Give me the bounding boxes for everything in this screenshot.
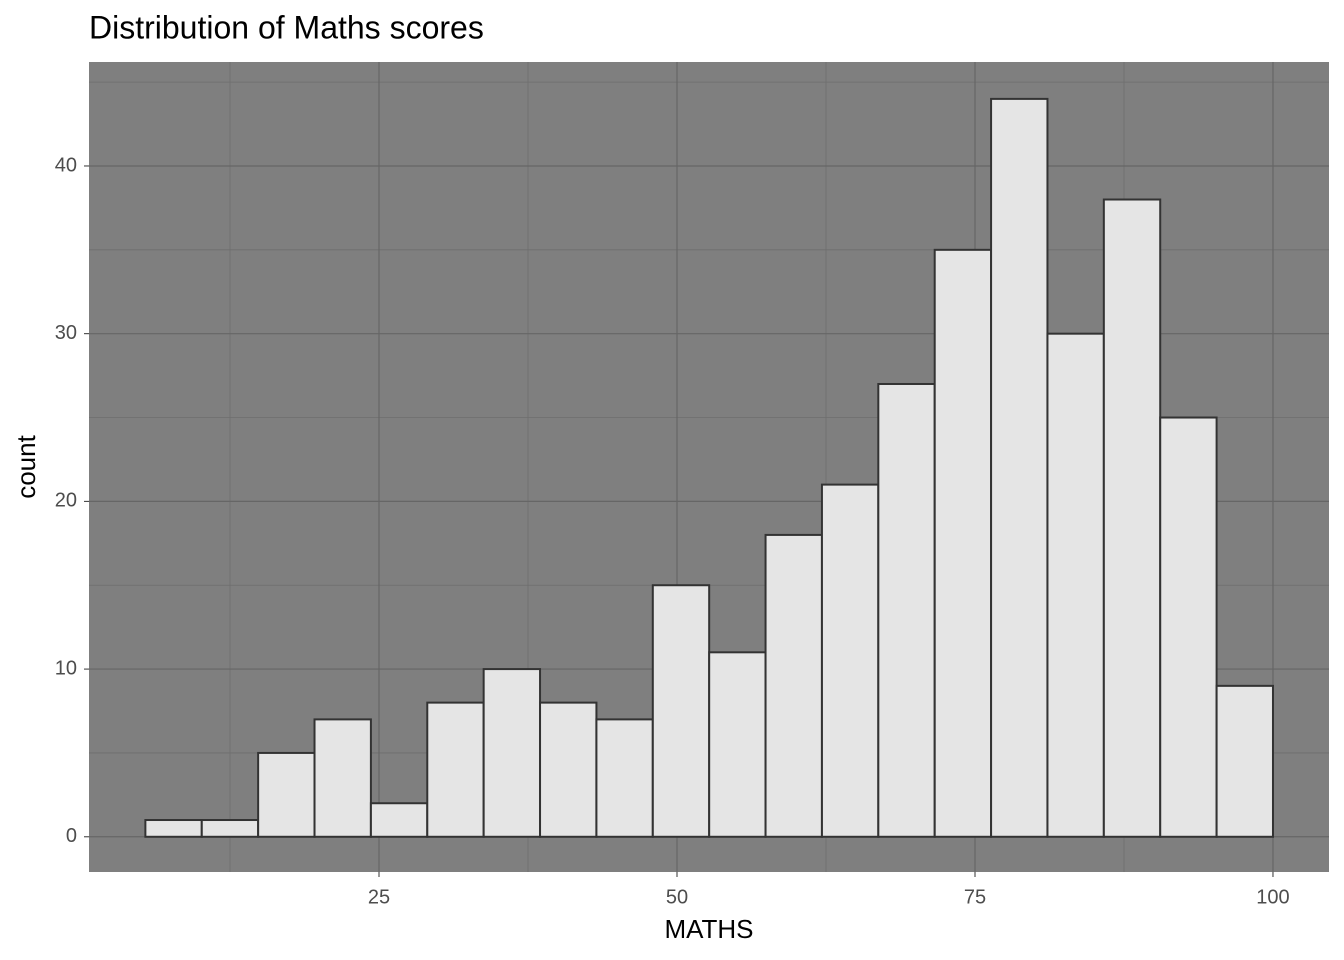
histogram-bar [257, 751, 316, 838]
x-tick-label: 100 [1256, 886, 1289, 908]
y-tick-label: 10 [55, 657, 77, 679]
chart-title: Distribution of Maths scores [89, 9, 484, 45]
histogram-bar [764, 533, 823, 838]
histogram-bar [990, 97, 1049, 838]
histogram-bar [539, 701, 598, 838]
histogram-bar [200, 819, 260, 838]
y-axis-title: count [11, 434, 41, 498]
x-tick-label: 25 [368, 886, 390, 908]
histogram-bar [1102, 198, 1162, 838]
histogram-bar [313, 718, 372, 838]
x-axis-title: MATHS [664, 914, 753, 944]
histogram-bar [595, 718, 654, 838]
histogram-bar [1046, 332, 1105, 838]
y-tick-label: 0 [66, 825, 77, 847]
histogram-bar [877, 382, 936, 838]
histogram-bar [651, 584, 711, 838]
histogram-bar [482, 668, 542, 838]
x-tick-label: 50 [666, 886, 688, 908]
y-tick-label: 40 [55, 154, 77, 176]
histogram-bar [426, 701, 485, 838]
histogram-bar [144, 819, 203, 838]
y-tick-label: 20 [55, 490, 77, 512]
y-tick-label: 30 [55, 322, 77, 344]
x-tick-label: 75 [964, 886, 986, 908]
histogram-bar [933, 248, 993, 838]
histogram-bar [1215, 684, 1274, 838]
histogram-bar [1159, 416, 1218, 838]
histogram-bar [369, 802, 429, 838]
histogram-bar [708, 651, 767, 838]
histogram-bar [820, 483, 880, 838]
